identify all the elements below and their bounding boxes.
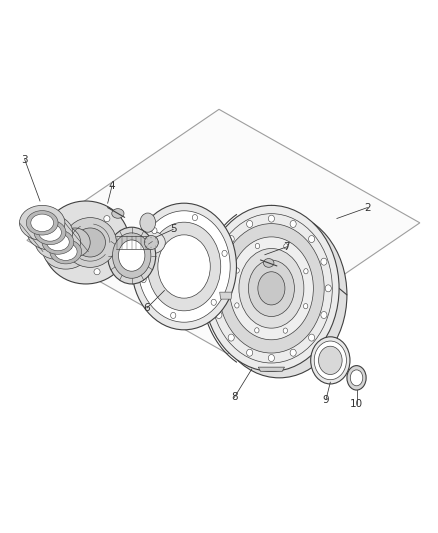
Ellipse shape xyxy=(268,215,275,222)
Ellipse shape xyxy=(31,214,53,231)
Ellipse shape xyxy=(211,299,216,305)
Text: 10: 10 xyxy=(350,399,363,409)
Ellipse shape xyxy=(34,220,66,245)
Ellipse shape xyxy=(35,224,81,260)
Ellipse shape xyxy=(290,221,296,228)
Ellipse shape xyxy=(228,236,234,243)
Ellipse shape xyxy=(350,370,363,386)
Polygon shape xyxy=(27,109,420,354)
Ellipse shape xyxy=(304,269,308,274)
Ellipse shape xyxy=(192,214,198,221)
Ellipse shape xyxy=(222,251,227,256)
Ellipse shape xyxy=(171,312,176,319)
Ellipse shape xyxy=(75,228,106,257)
Ellipse shape xyxy=(148,222,221,311)
Ellipse shape xyxy=(321,311,327,319)
Text: 8: 8 xyxy=(231,392,237,402)
Ellipse shape xyxy=(158,235,210,298)
Ellipse shape xyxy=(219,224,324,353)
Ellipse shape xyxy=(43,234,88,269)
Ellipse shape xyxy=(39,224,61,241)
Ellipse shape xyxy=(141,277,146,282)
Ellipse shape xyxy=(311,337,350,384)
Ellipse shape xyxy=(94,269,100,275)
Ellipse shape xyxy=(308,334,314,341)
Ellipse shape xyxy=(145,237,158,248)
Ellipse shape xyxy=(138,231,165,254)
Ellipse shape xyxy=(314,341,346,379)
Ellipse shape xyxy=(132,203,237,330)
Ellipse shape xyxy=(247,349,253,356)
Ellipse shape xyxy=(27,215,73,250)
Ellipse shape xyxy=(138,211,230,322)
Ellipse shape xyxy=(60,228,90,257)
Ellipse shape xyxy=(42,201,130,284)
Polygon shape xyxy=(258,367,285,372)
Ellipse shape xyxy=(112,208,124,218)
Ellipse shape xyxy=(230,237,313,340)
Text: 7: 7 xyxy=(283,242,290,252)
Ellipse shape xyxy=(212,212,347,378)
Ellipse shape xyxy=(42,230,74,254)
Ellipse shape xyxy=(235,268,239,273)
Ellipse shape xyxy=(228,334,234,341)
Ellipse shape xyxy=(239,248,304,328)
Ellipse shape xyxy=(19,205,65,240)
Ellipse shape xyxy=(118,240,145,271)
Polygon shape xyxy=(220,292,232,299)
Text: 9: 9 xyxy=(323,394,329,405)
Ellipse shape xyxy=(140,213,155,232)
Ellipse shape xyxy=(247,221,253,228)
Ellipse shape xyxy=(254,328,259,333)
Ellipse shape xyxy=(46,233,69,251)
Text: 6: 6 xyxy=(144,303,150,313)
Ellipse shape xyxy=(235,303,239,308)
Ellipse shape xyxy=(54,243,77,261)
Ellipse shape xyxy=(113,233,151,278)
Text: 2: 2 xyxy=(364,203,371,213)
Ellipse shape xyxy=(290,349,296,356)
Ellipse shape xyxy=(104,216,110,222)
Ellipse shape xyxy=(283,328,287,333)
Text: 5: 5 xyxy=(170,224,177,235)
Ellipse shape xyxy=(318,346,342,375)
Ellipse shape xyxy=(108,227,155,284)
Ellipse shape xyxy=(64,217,117,268)
Ellipse shape xyxy=(321,258,327,265)
Ellipse shape xyxy=(308,236,314,243)
Ellipse shape xyxy=(145,236,158,249)
Ellipse shape xyxy=(284,244,288,249)
Ellipse shape xyxy=(325,285,331,292)
Ellipse shape xyxy=(304,303,308,309)
Ellipse shape xyxy=(204,205,339,372)
Ellipse shape xyxy=(258,272,285,305)
Ellipse shape xyxy=(255,244,260,249)
Ellipse shape xyxy=(248,260,294,317)
Text: 4: 4 xyxy=(109,181,115,191)
Ellipse shape xyxy=(152,228,157,234)
Ellipse shape xyxy=(50,234,57,240)
Ellipse shape xyxy=(50,239,81,264)
Ellipse shape xyxy=(216,258,222,265)
Ellipse shape xyxy=(26,211,58,235)
Ellipse shape xyxy=(268,354,275,361)
Ellipse shape xyxy=(212,285,218,292)
Ellipse shape xyxy=(216,311,222,319)
Ellipse shape xyxy=(347,366,366,390)
Text: 3: 3 xyxy=(21,155,28,165)
Ellipse shape xyxy=(263,259,274,268)
